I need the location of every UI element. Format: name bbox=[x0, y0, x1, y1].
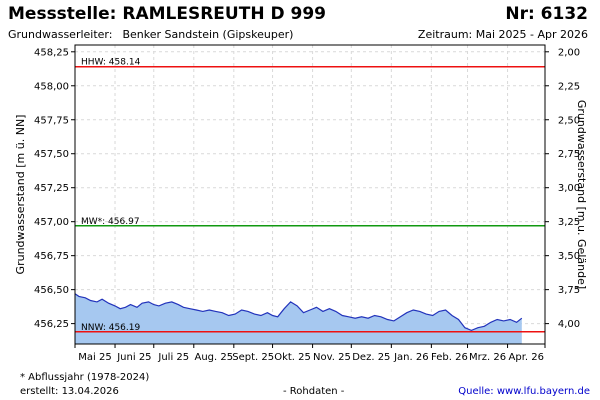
plot-area bbox=[75, 45, 545, 344]
y-axis-title-left: Grundwasserstand [m ü. NN] bbox=[14, 115, 27, 275]
x-tick-label: Feb. 26 bbox=[431, 352, 468, 363]
y-tick-label-left: 457,00 bbox=[34, 217, 69, 228]
y-tick-label-right: 3,50 bbox=[558, 251, 580, 262]
y-tick-label-right: 2,50 bbox=[558, 115, 580, 126]
y-tick-label-left: 457,25 bbox=[34, 183, 69, 194]
x-tick-label: Jan. 26 bbox=[393, 352, 429, 363]
x-tick-label: Mrz. 26 bbox=[469, 352, 506, 363]
x-tick-label: Okt. 25 bbox=[274, 352, 311, 363]
y-axis-title-right: Grundwasserstand [m u. Gelände] bbox=[575, 100, 588, 289]
y-tick-label-right: 3,75 bbox=[558, 285, 580, 296]
water-level-line bbox=[74, 293, 523, 332]
x-tick-label: Juli 25 bbox=[157, 352, 189, 363]
aquifer-label: Grundwasserleiter: bbox=[8, 28, 113, 41]
y-tick-label-right: 3,25 bbox=[558, 217, 580, 228]
hhw-line-label: HHW: 458.14 bbox=[81, 58, 141, 68]
x-tick-label: Sept. 25 bbox=[232, 352, 274, 363]
plot-frame bbox=[74, 44, 546, 345]
y-tick-label-right: 2,00 bbox=[558, 47, 580, 58]
x-tick-label: Apr. 26 bbox=[509, 352, 544, 363]
source-link[interactable]: www.lfu.bayern.de bbox=[496, 386, 590, 397]
y-tick-label-left: 456,50 bbox=[34, 285, 69, 296]
y-tick-label-right: 4,00 bbox=[558, 319, 580, 330]
x-tick-label: Mai 25 bbox=[78, 352, 111, 363]
station-number: Nr: 6132 bbox=[505, 4, 588, 24]
y-tick-label-left: 456,75 bbox=[34, 251, 69, 262]
x-tick-label: Juni 25 bbox=[116, 352, 151, 363]
y-tick-label-right: 2,25 bbox=[558, 81, 580, 92]
y-tick-label-left: 457,50 bbox=[34, 149, 69, 160]
rohdaten-label: - Rohdaten - bbox=[283, 386, 345, 397]
y-tick-label-left: 456,25 bbox=[34, 319, 69, 330]
aquifer-info: Grundwasserleiter: Benker Sandstein (Gips… bbox=[8, 28, 293, 41]
station-title: Messstelle: RAMLESREUTH D 999 bbox=[8, 4, 326, 24]
y-tick-label-left: 457,75 bbox=[34, 115, 69, 126]
x-tick-label: Dez. 25 bbox=[352, 352, 390, 363]
x-tick-label: Aug. 25 bbox=[195, 352, 234, 363]
created-date: erstellt: 13.04.2026 bbox=[20, 386, 119, 397]
period-info: Zeitraum: Mai 2025 - Apr 2026 bbox=[417, 28, 588, 41]
y-tick-label-right: 3,00 bbox=[558, 183, 580, 194]
nnw-line-label: NNW: 456.19 bbox=[81, 323, 140, 333]
source-info: Quelle: www.lfu.bayern.de bbox=[458, 386, 590, 397]
x-tick-label: Nov. 25 bbox=[313, 352, 351, 363]
aquifer-value: Benker Sandstein (Gipskeuper) bbox=[122, 28, 294, 41]
mw-line-label: MW*: 456.97 bbox=[81, 217, 140, 227]
y-tick-label-left: 458,00 bbox=[34, 81, 69, 92]
y-tick-label-left: 458,25 bbox=[34, 47, 69, 58]
footnote: * Abflussjahr (1978-2024) bbox=[20, 372, 150, 383]
y-tick-label-right: 2,75 bbox=[558, 149, 580, 160]
source-label: Quelle: bbox=[458, 386, 494, 397]
